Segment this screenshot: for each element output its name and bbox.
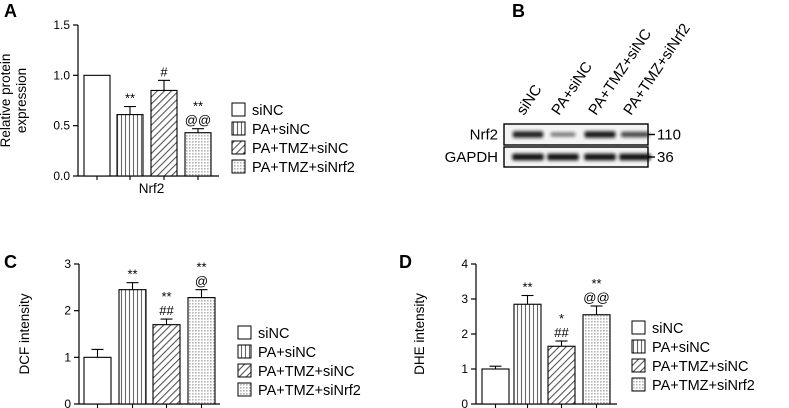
blot-band (550, 132, 576, 137)
chart-d-legend-swatch (631, 320, 646, 335)
chart-d-y-tick-label: 3 (461, 292, 468, 306)
chart-a-legend-label: PA+siNC (252, 122, 310, 138)
chart-a-legend-swatch (231, 102, 246, 117)
chart-a-legend-swatch (231, 140, 246, 155)
chart-a-x-axis-label: Nrf2 (139, 181, 165, 196)
chart-a-bar-4 (184, 132, 212, 177)
chart-c-legend-swatch (237, 382, 252, 397)
chart-d-y-tick-label: 1 (461, 362, 468, 376)
chart-d-legend-label: PA+TMZ+siNC (652, 359, 748, 375)
chart-d-significance-mark: ** (522, 280, 532, 295)
chart-d-legend-swatch (631, 377, 646, 392)
chart-d-legend-swatch (631, 339, 646, 354)
blot-band (584, 153, 616, 161)
blot-band (621, 131, 649, 138)
chart-d-significance-mark: ## (554, 325, 569, 340)
chart-c-bar-1 (83, 356, 112, 405)
chart-c-legend-label: PA+siNC (258, 345, 316, 361)
chart-c-y-tick-label: 3 (64, 257, 71, 271)
chart-a-y-tick-label: 1.0 (53, 68, 70, 82)
blot-row-label: Nrf2 (470, 127, 498, 144)
chart-c-legend-label: PA+TMZ+siNC (258, 364, 354, 380)
chart-d-y-axis-label: DHE intensity (412, 293, 427, 375)
chart-a-y-tick-label: 0.0 (53, 169, 70, 183)
chart-a-significance-mark: ** (125, 91, 135, 106)
chart-d-y-tick-label: 2 (461, 327, 468, 341)
chart-c-y-tick-label: 0 (64, 397, 71, 408)
panel-letter-c: C (4, 252, 17, 272)
chart-a-significance-mark: @@ (185, 113, 211, 128)
chart-c-bar-4 (187, 297, 216, 405)
chart-d-legend-label: PA+siNC (652, 340, 710, 356)
chart-c-significance-mark: ** (196, 260, 206, 275)
chart-a-legend-label: PA+TMZ+siNC (252, 141, 348, 157)
chart-a-legend-swatch (231, 121, 246, 136)
chart-c-significance-mark: ** (127, 267, 137, 282)
chart-a-significance-mark: # (160, 64, 168, 79)
chart-c-bar-3 (152, 324, 181, 405)
chart-d-significance-mark: ** (591, 276, 601, 291)
chart-a-y-axis-label: Relative proteinexpression (0, 54, 29, 148)
chart-a-bar-2 (116, 114, 144, 177)
chart-d-bar-2 (513, 303, 542, 405)
chart-d-legend-swatch (631, 358, 646, 373)
chart-a-y-tick-label: 1.5 (53, 18, 70, 32)
chart-a-legend-label: PA+TMZ+siNrf2 (252, 160, 355, 176)
chart-c-significance-mark: @ (195, 274, 208, 289)
chart-d-y-tick-label: 0 (461, 397, 468, 408)
chart-a-y-axis-label-line: Relative protein (0, 54, 13, 148)
chart-a-legend-label: siNC (252, 103, 283, 119)
chart-a-bar-1 (83, 74, 111, 177)
chart-c-legend-swatch (237, 344, 252, 359)
blot-row-label: GAPDH (445, 149, 498, 166)
chart-d-legend-label: siNC (652, 321, 683, 337)
chart-d-bar-1 (481, 368, 510, 405)
chart-c-bar-2 (118, 289, 147, 405)
chart-d-legend-label: PA+TMZ+siNrf2 (652, 378, 755, 394)
chart-d-y-axis-label-line: DHE intensity (412, 293, 427, 375)
chart-c-legend-label: siNC (258, 326, 289, 342)
chart-d-significance-mark: @@ (583, 290, 609, 305)
chart-c-significance-mark: ## (159, 303, 174, 318)
chart-a-bar-3 (150, 89, 178, 177)
chart-c-y-axis-label-line: DCF intensity (17, 293, 32, 374)
blot-band (619, 153, 651, 161)
chart-a-y-tick-label: 0.5 (53, 119, 70, 133)
blot-band (512, 131, 544, 138)
chart-c-significance-mark: ** (161, 289, 171, 304)
chart-a-legend-swatch (231, 159, 246, 174)
chart-d-y-tick-label: 4 (461, 257, 468, 271)
blot-band (584, 131, 616, 138)
blot-band (547, 153, 579, 161)
blot-size-marker: 110 (657, 127, 681, 144)
chart-d-bar-4 (582, 314, 611, 405)
panel-letter-d: D (399, 252, 412, 272)
blot-size-marker: 36 (657, 149, 674, 166)
panel-letter-b: B (512, 1, 525, 21)
chart-a-significance-mark: ** (193, 99, 203, 114)
chart-a-y-axis-label-line: expression (14, 68, 29, 133)
chart-c-y-axis-label: DCF intensity (17, 293, 32, 374)
chart-d-bar-3 (547, 345, 576, 405)
blot-lane-label: siNC (513, 82, 545, 119)
panel-letter-a: A (4, 1, 17, 21)
chart-c-legend-swatch (237, 363, 252, 378)
chart-c-y-tick-label: 1 (64, 350, 71, 364)
chart-c-legend-label: PA+TMZ+siNrf2 (258, 383, 361, 399)
blot-band (512, 153, 544, 161)
chart-d-significance-mark: * (559, 311, 564, 326)
chart-c-y-tick-label: 2 (64, 304, 71, 318)
chart-c-legend-swatch (237, 325, 252, 340)
